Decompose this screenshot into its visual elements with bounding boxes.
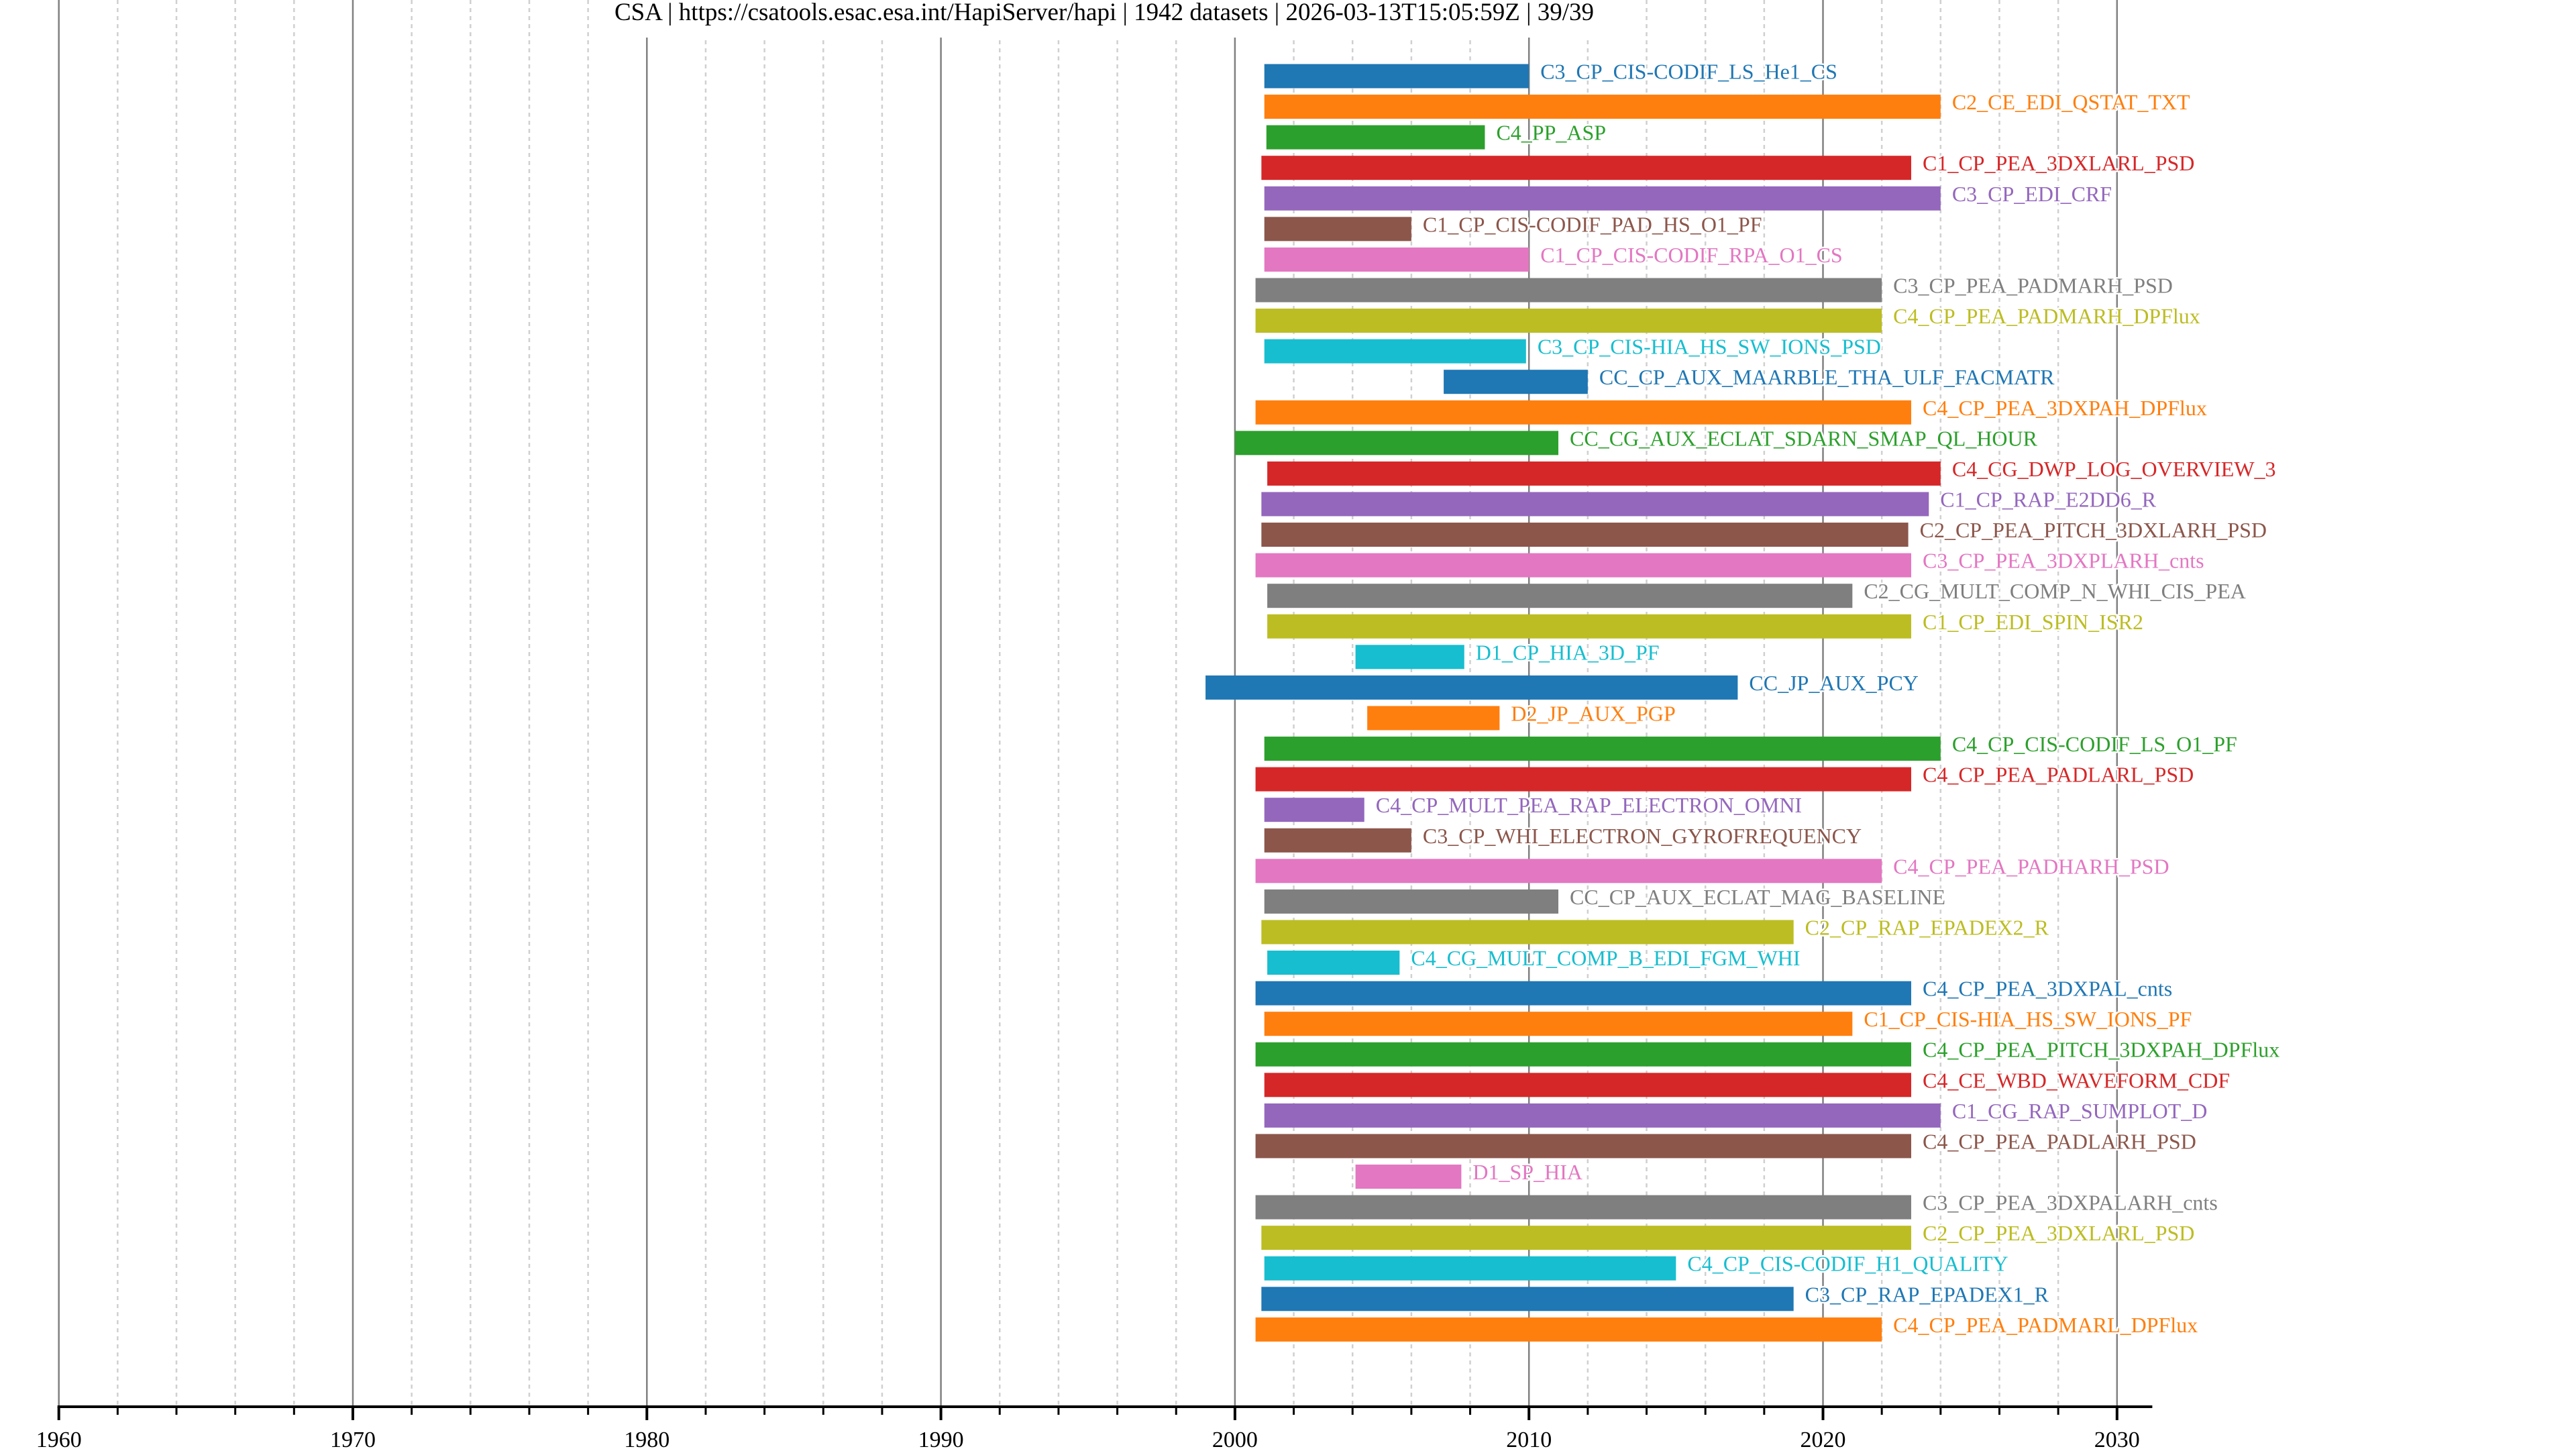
dataset-label: C2_CE_EDI_QSTAT_TXT xyxy=(1952,90,2190,114)
dataset-label: C4_CP_PEA_PADLARL_PSD xyxy=(1923,763,2194,787)
dataset-bar[interactable] xyxy=(1264,217,1411,241)
dataset-label: D2_JP_AUX_PGP xyxy=(1511,701,1675,725)
dataset-bar[interactable] xyxy=(1264,1256,1676,1281)
dataset-label: CC_CP_AUX_MAARBLE_THA_ULF_FACMATR xyxy=(1599,365,2055,389)
dataset-bar[interactable] xyxy=(1261,920,1794,945)
dataset-bar[interactable] xyxy=(1234,431,1559,455)
dataset-bar[interactable] xyxy=(1205,675,1738,700)
x-tick-label: 2010 xyxy=(1506,1428,1552,1449)
dataset-label: C4_CE_WBD_WAVEFORM_CDF xyxy=(1923,1068,2230,1092)
dataset-bar[interactable] xyxy=(1367,706,1500,731)
dataset-label: CC_CP_AUX_ECLAT_MAG_BASELINE xyxy=(1570,885,1945,909)
dataset-label: C4_CP_PEA_PADMARL_DPFlux xyxy=(1893,1313,2198,1337)
chart-title: CSA | https://csatools.esac.esa.int/Hapi… xyxy=(614,0,1594,26)
x-tick-label: 2030 xyxy=(2094,1428,2140,1449)
dataset-bars xyxy=(1205,64,1941,1342)
dataset-bar[interactable] xyxy=(1267,461,1941,486)
dataset-bar[interactable] xyxy=(1264,95,1941,119)
dataset-bar[interactable] xyxy=(1355,645,1464,669)
dataset-label: D1_SP_HIA xyxy=(1472,1160,1582,1184)
x-tick-label: 1960 xyxy=(36,1428,82,1449)
dataset-label: CC_JP_AUX_PCY xyxy=(1749,671,1919,695)
dataset-bar[interactable] xyxy=(1255,981,1911,1006)
dataset-bar[interactable] xyxy=(1264,64,1529,89)
dataset-label: C3_CP_PEA_3DXPALARH_cnts xyxy=(1923,1191,2218,1215)
dataset-bar[interactable] xyxy=(1264,889,1559,914)
dataset-bar[interactable] xyxy=(1267,614,1911,639)
dataset-label: C1_CP_EDI_SPIN_ISR2 xyxy=(1923,610,2143,634)
dataset-label: C4_CG_MULT_COMP_B_EDI_FGM_WHI xyxy=(1411,946,1800,970)
dataset-label: C1_CP_CIS-HIA_HS_SW_IONS_PF xyxy=(1864,1007,2192,1031)
dataset-bar[interactable] xyxy=(1261,1287,1794,1311)
dataset-bar[interactable] xyxy=(1255,309,1882,333)
dataset-label: C4_CP_PEA_PADLARH_PSD xyxy=(1923,1129,2196,1153)
dataset-label: C4_CP_PEA_3DXPAL_cnts xyxy=(1923,977,2172,1001)
dataset-bar[interactable] xyxy=(1261,492,1929,517)
dataset-bar[interactable] xyxy=(1264,186,1941,211)
dataset-bar[interactable] xyxy=(1255,1195,1911,1220)
dataset-label: C3_CP_PEA_PADMARH_PSD xyxy=(1893,273,2173,297)
dataset-label: C3_CP_PEA_3DXPLARH_cnts xyxy=(1923,549,2204,573)
dataset-label: C3_CP_CIS-CODIF_LS_He1_CS xyxy=(1540,60,1837,84)
dataset-label: C1_CP_PEA_3DXLARL_PSD xyxy=(1923,151,2194,175)
dataset-bar[interactable] xyxy=(1255,553,1911,578)
dataset-label: C2_CP_PEA_3DXLARL_PSD xyxy=(1923,1221,2194,1245)
x-tick-label: 1970 xyxy=(330,1428,376,1449)
dataset-label: D1_CP_HIA_3D_PF xyxy=(1476,640,1660,664)
dataset-bar[interactable] xyxy=(1261,1226,1911,1250)
gridlines xyxy=(58,0,2118,1407)
dataset-bar[interactable] xyxy=(1264,798,1364,822)
dataset-bar[interactable] xyxy=(1255,278,1882,303)
dataset-label: C4_CG_DWP_LOG_OVERVIEW_3 xyxy=(1952,457,2276,481)
dataset-label: C2_CG_MULT_COMP_N_WHI_CIS_PEA xyxy=(1864,579,2246,603)
dataset-label: C2_CP_PEA_PITCH_3DXLARH_PSD xyxy=(1920,518,2267,542)
dataset-bar[interactable] xyxy=(1264,1103,1941,1128)
dataset-bar[interactable] xyxy=(1264,828,1411,853)
dataset-bar[interactable] xyxy=(1255,1317,1882,1342)
x-tick-label: 1980 xyxy=(624,1428,669,1449)
dataset-bar[interactable] xyxy=(1264,1073,1911,1097)
dataset-label: C2_CP_RAP_EPADEX2_R xyxy=(1805,915,2049,939)
title-background xyxy=(611,0,1597,38)
dataset-label: C3_CP_CIS-HIA_HS_SW_IONS_PSD xyxy=(1538,335,1881,359)
dataset-label: C3_CP_WHI_ELECTRON_GYROFREQUENCY xyxy=(1423,824,1862,848)
dataset-label: C4_PP_ASP xyxy=(1496,121,1606,145)
dataset-label: C4_CP_CIS-CODIF_LS_O1_PF xyxy=(1952,732,2237,756)
dataset-label: C3_CP_RAP_EPADEX1_R xyxy=(1805,1282,2049,1306)
dataset-label: C4_CP_MULT_PEA_RAP_ELECTRON_OMNI xyxy=(1376,793,1802,817)
dataset-bar[interactable] xyxy=(1264,339,1526,364)
dataset-bar[interactable] xyxy=(1267,951,1400,975)
dataset-bar[interactable] xyxy=(1355,1165,1462,1189)
dataset-bar[interactable] xyxy=(1266,125,1485,150)
dataset-label: C1_CP_CIS-CODIF_PAD_HS_O1_PF xyxy=(1423,212,1762,236)
dataset-label: C4_CP_PEA_3DXPAH_DPFlux xyxy=(1923,396,2207,420)
dataset-bar[interactable] xyxy=(1264,737,1941,761)
x-tick-label: 2000 xyxy=(1212,1428,1258,1449)
dataset-label: C1_CP_RAP_E2DD6_R xyxy=(1940,487,2157,511)
dataset-bar[interactable] xyxy=(1255,1042,1911,1067)
x-axis: 1960 1970 1980 1990 2000 2010 2020 2030 xyxy=(36,1405,2153,1449)
dataset-label: C1_CG_RAP_SUMPLOT_D xyxy=(1952,1099,2208,1123)
dataset-bar[interactable] xyxy=(1261,156,1911,180)
dataset-label: C4_CP_PEA_PADMARH_DPFlux xyxy=(1893,304,2200,328)
dataset-bar[interactable] xyxy=(1255,1134,1911,1159)
dataset-label: C4_CP_PEA_PADHARH_PSD xyxy=(1893,854,2169,878)
dataset-bar[interactable] xyxy=(1267,584,1853,608)
dataset-label: C3_CP_EDI_CRF xyxy=(1952,182,2112,206)
dataset-bar[interactable] xyxy=(1261,523,1909,547)
x-tick-label: 1990 xyxy=(918,1428,964,1449)
dataset-bar[interactable] xyxy=(1444,370,1588,394)
dataset-label: C4_CP_PEA_PITCH_3DXPAH_DPFlux xyxy=(1923,1038,2279,1062)
dataset-bar[interactable] xyxy=(1264,1012,1853,1036)
dataset-bar[interactable] xyxy=(1255,859,1882,883)
dataset-label: C1_CP_CIS-CODIF_RPA_O1_CS xyxy=(1540,243,1843,267)
dataset-bar[interactable] xyxy=(1255,400,1911,425)
dataset-bar[interactable] xyxy=(1255,767,1911,792)
dataset-bar[interactable] xyxy=(1264,247,1529,272)
x-tick-label: 2020 xyxy=(1801,1428,1846,1449)
dataset-labels: C3_CP_CIS-CODIF_LS_He1_CS C2_CE_EDI_QSTAT… xyxy=(1374,58,2282,1338)
dataset-label: CC_CG_AUX_ECLAT_SDARN_SMAP_QL_HOUR xyxy=(1570,426,2038,450)
dataset-label: C4_CP_CIS-CODIF_H1_QUALITY xyxy=(1687,1252,2008,1276)
